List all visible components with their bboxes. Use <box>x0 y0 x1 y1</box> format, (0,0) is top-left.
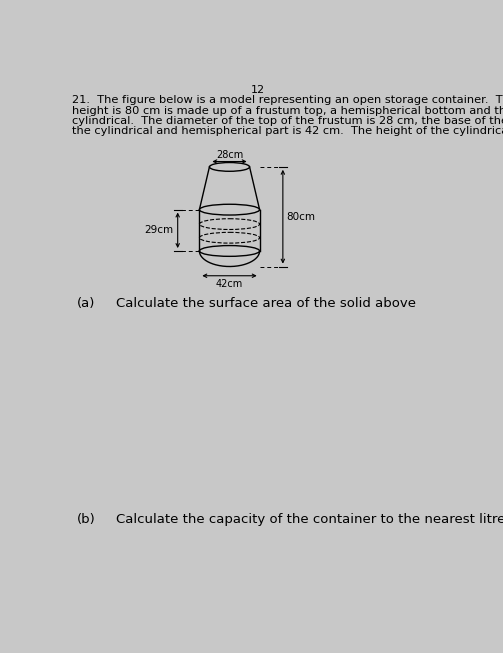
Text: the cylindrical and hemispherical part is 42 cm.  The height of the cylindrical : the cylindrical and hemispherical part i… <box>72 127 503 136</box>
Text: 42cm: 42cm <box>216 279 243 289</box>
Text: 28cm: 28cm <box>216 150 243 160</box>
Text: 21.  The figure below is a model representing an open storage container.  The mo: 21. The figure below is a model represen… <box>72 95 503 105</box>
Text: 12: 12 <box>250 84 265 95</box>
Text: 29cm: 29cm <box>145 225 174 235</box>
Text: (a): (a) <box>77 297 95 310</box>
Text: cylindrical.  The diameter of the top of the frustum is 28 cm, the base of the f: cylindrical. The diameter of the top of … <box>72 116 503 126</box>
Text: Calculate the capacity of the container to the nearest litre.: Calculate the capacity of the container … <box>116 513 503 526</box>
Text: Calculate the surface area of the solid above: Calculate the surface area of the solid … <box>116 297 415 310</box>
Text: height is 80 cm is made up of a frustum top, a hemispherical bottom and the midd: height is 80 cm is made up of a frustum … <box>72 106 503 116</box>
Text: 80cm: 80cm <box>287 212 316 222</box>
Text: (b): (b) <box>77 513 96 526</box>
